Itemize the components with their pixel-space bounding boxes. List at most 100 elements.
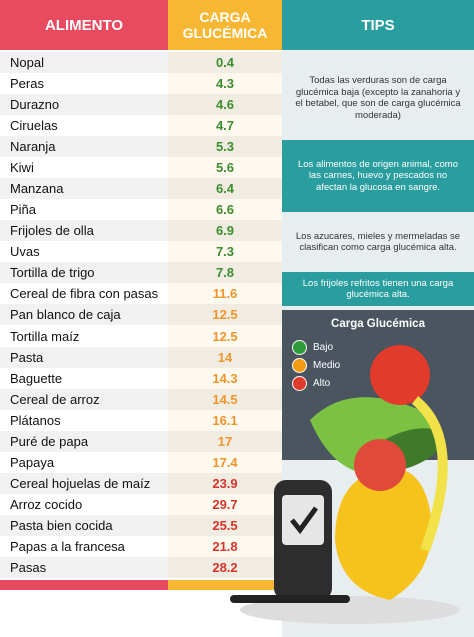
- table-row: Plátanos 16.1: [0, 409, 282, 431]
- glycemic-load: 12.5: [212, 328, 238, 344]
- food-name: Puré de papa: [10, 433, 89, 449]
- food-name: Papas a la francesa: [10, 538, 125, 554]
- legend-title: Carga Glucémica: [331, 318, 425, 330]
- table-row: Pasta bien cocida 25.5: [0, 514, 282, 536]
- legend-swatch: [292, 376, 307, 391]
- food-name: Durazno: [10, 97, 60, 113]
- footer-bar: [168, 580, 282, 590]
- glycemic-load: 7.3: [215, 244, 235, 260]
- table-row: Durazno 4.6: [0, 94, 282, 116]
- legend-swatch: [292, 358, 307, 373]
- food-name: Manzana: [10, 181, 64, 197]
- check: [290, 506, 319, 535]
- table-row: Cereal hojuelas de maíz 23.9: [0, 472, 282, 494]
- food-name: Cereal de arroz: [10, 391, 100, 407]
- glycemic-load: 0.4: [215, 55, 235, 70]
- table-row: Peras 4.3: [0, 73, 282, 95]
- food-name: Frijoles de olla: [10, 223, 94, 239]
- legend-item: Medio: [292, 358, 340, 373]
- glycemic-load: 4.3: [215, 76, 235, 92]
- table-row: Cereal de fibra con pasas 11.6: [0, 283, 282, 305]
- table-row: Ciruelas 4.7: [0, 115, 282, 137]
- food-name: Piña: [10, 202, 37, 218]
- food-name: Naranja: [10, 139, 56, 155]
- food-name: Pan blanco de caja: [10, 307, 121, 323]
- tape: [411, 396, 448, 552]
- table-row: Frijoles de olla 6.9: [0, 220, 282, 242]
- footer-bar: [0, 580, 168, 590]
- table-row: Puré de papa 17: [0, 430, 282, 452]
- food-illustration: [230, 345, 460, 624]
- glycemic-load: 4.7: [215, 118, 235, 134]
- glycemic-load: 29.7: [212, 496, 238, 512]
- glycemic-load: 17: [217, 433, 233, 449]
- glycemic-load: 6.6: [215, 202, 235, 218]
- glycemic-load: 28.2: [212, 559, 238, 575]
- table-row: Cereal de arroz 14.5: [0, 388, 282, 410]
- food-name: Cereal hojuelas de maíz: [10, 475, 151, 491]
- lancet: [230, 595, 350, 603]
- food-name: Tortilla maíz: [10, 328, 80, 344]
- legend-label: Bajo: [313, 342, 334, 353]
- load-column-bg: [168, 52, 282, 578]
- tip: Todas las verduras son de carga glucémic…: [282, 58, 474, 138]
- table-row: Tortilla maíz 12.5: [0, 325, 282, 347]
- glycemic-load: 5.6: [215, 160, 235, 176]
- glucometer-screen: [282, 495, 324, 545]
- header-food: ALIMENTO: [0, 0, 168, 50]
- food-name: Nopal: [10, 55, 44, 70]
- legend-label: Alto: [313, 378, 331, 389]
- food-name: Pasas: [10, 559, 47, 575]
- header-load: CARGA GLUCÉMICA: [168, 0, 282, 50]
- food-name: Cereal de fibra con pasas: [10, 286, 159, 302]
- glycemic-load: 11.6: [212, 286, 238, 302]
- food-name: Uvas: [10, 244, 40, 260]
- pepper: [335, 468, 432, 600]
- food-name: Pasta: [10, 349, 44, 365]
- food-name: Tortilla de trigo: [10, 265, 95, 281]
- legend-label: Medio: [313, 360, 341, 371]
- table-row: Kiwi 5.6: [0, 157, 282, 179]
- glycemic-load: 6.9: [215, 223, 235, 239]
- radish: [354, 439, 406, 491]
- table-row: Papas a la francesa 21.8: [0, 535, 282, 557]
- glycemic-load: 14: [217, 349, 233, 365]
- glycemic-load: 6.4: [215, 181, 235, 197]
- glycemic-load: 21.8: [212, 538, 238, 554]
- table-row: Nopal 0.4: [0, 52, 282, 73]
- legend-swatch: [292, 340, 307, 355]
- table-row: Piña 6.6: [0, 199, 282, 221]
- table-row: Pan blanco de caja 12.5: [0, 304, 282, 326]
- food-name: Plátanos: [10, 412, 61, 428]
- food-name: Peras: [10, 76, 44, 92]
- header-tips: TIPS: [282, 0, 474, 50]
- glycemic-load: 4.6: [215, 97, 235, 113]
- food-name: Arroz cocido: [10, 496, 83, 512]
- food-name: Kiwi: [10, 160, 34, 176]
- glycemic-load: 14.5: [212, 391, 238, 407]
- food-name: Papaya: [10, 454, 55, 470]
- food-name: Baguette: [10, 370, 63, 386]
- glycemic-load: 5.3: [215, 139, 235, 155]
- glycemic-load: 23.9: [212, 475, 238, 491]
- legend-item: Bajo: [292, 340, 333, 355]
- table-row: Pasas 28.2: [0, 556, 282, 578]
- legend-item: Alto: [292, 376, 330, 391]
- tomato: [370, 345, 430, 405]
- tip: Los azucares, mieles y mermeladas se cla…: [282, 215, 474, 269]
- table-row: Pasta 14: [0, 346, 282, 368]
- tip: Los alimentos de origen animal, como las…: [282, 140, 474, 212]
- food-name: Ciruelas: [10, 118, 58, 134]
- table-row: Manzana 6.4: [0, 178, 282, 200]
- glycemic-load: 16.1: [212, 412, 238, 428]
- table-row: Naranja 5.3: [0, 136, 282, 158]
- glycemic-load: 7.8: [215, 265, 235, 281]
- glycemic-load: 17.4: [212, 454, 238, 470]
- table-row: Tortilla de trigo 7.8: [0, 262, 282, 284]
- table-row: Baguette 14.3: [0, 367, 282, 389]
- table-row: Uvas 7.3: [0, 241, 282, 263]
- glycemic-load: 14.3: [212, 370, 238, 386]
- table-row: Arroz cocido 29.7: [0, 493, 282, 515]
- food-name: Pasta bien cocida: [10, 517, 113, 533]
